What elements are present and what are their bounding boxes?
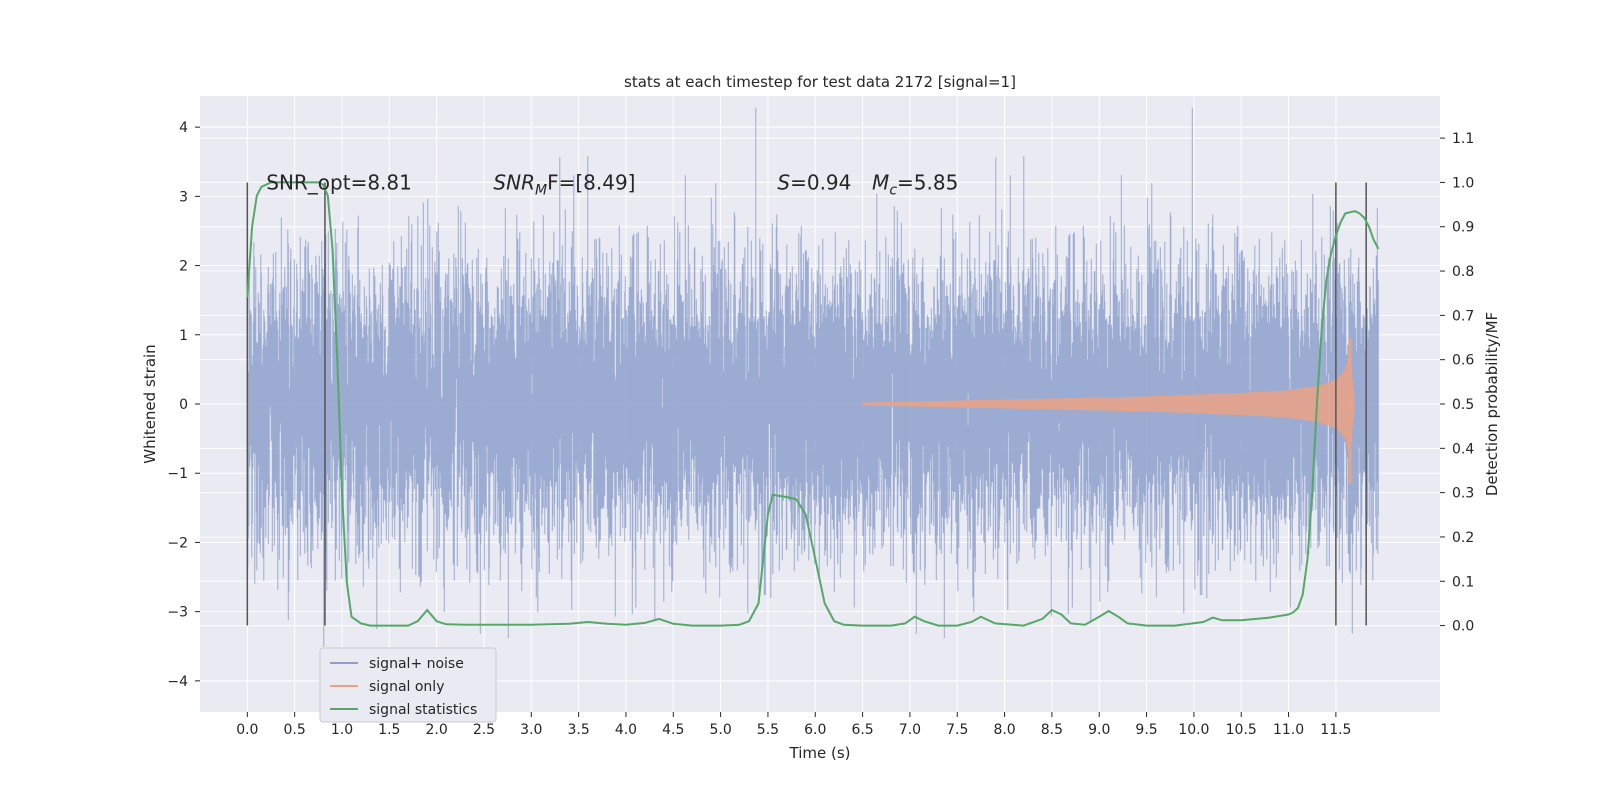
y2-tick-label: 0.7 bbox=[1452, 308, 1474, 324]
x-tick-label: 5.5 bbox=[757, 722, 779, 738]
legend-label-noise: signal+ noise bbox=[369, 656, 464, 672]
vertical-markers bbox=[246, 182, 1367, 626]
legend-label-signal: signal only bbox=[369, 679, 444, 695]
y-ticks: −4 −3 −2 −1 0 1 2 3 4 bbox=[167, 120, 200, 690]
annotations: SNR_opt=8.81 SNRMF=[8.49] S=0.94 Mc=5.85 bbox=[266, 171, 958, 199]
x-tick-label: 7.0 bbox=[899, 722, 921, 738]
y2-tick-label: 0.8 bbox=[1452, 264, 1474, 280]
x-ticks: 0.0 0.5 1.0 1.5 2.0 2.5 3.0 3.5 4.0 4.5 5.0 5.5 6.0 6… bbox=[236, 712, 1351, 738]
y-tick-label: 1 bbox=[179, 328, 188, 344]
y2-tick-label: 0.9 bbox=[1452, 220, 1474, 236]
x-tick-label: 1.5 bbox=[378, 722, 400, 738]
y2-tick-label: 0.5 bbox=[1452, 397, 1474, 413]
y2-ticks: 0.0 0.1 0.2 0.3 0.4 0.5 0.6 0.7 0.8 0.9 1.0 1.1 bbox=[1440, 131, 1474, 635]
x-tick-label: 4.0 bbox=[615, 722, 637, 738]
x-tick-label: 8.5 bbox=[1041, 722, 1063, 738]
stats-line bbox=[246, 181, 1380, 627]
annotation: Mc=5.85 bbox=[872, 171, 958, 199]
x-tick-label: 9.0 bbox=[1088, 722, 1110, 738]
stats-series bbox=[246, 181, 1380, 627]
y2-axis-label: Detection probability/MF bbox=[1483, 312, 1501, 496]
annotation: SNRMF=[8.49] bbox=[493, 171, 635, 199]
y-tick-label: −2 bbox=[167, 535, 188, 551]
y2-tick-label: 1.1 bbox=[1452, 131, 1474, 147]
x-tick-label: 2.5 bbox=[473, 722, 495, 738]
x-tick-label: 8.0 bbox=[993, 722, 1015, 738]
y2-tick-label: 0.3 bbox=[1452, 486, 1474, 502]
x-tick-label: 2.0 bbox=[426, 722, 448, 738]
y2-tick-label: 1.0 bbox=[1452, 175, 1474, 191]
legend-label-stats: signal statistics bbox=[369, 702, 477, 718]
y-tick-label: 3 bbox=[179, 189, 188, 205]
x-tick-label: 3.0 bbox=[520, 722, 542, 738]
x-tick-label: 10.5 bbox=[1226, 722, 1257, 738]
x-tick-label: 1.0 bbox=[331, 722, 353, 738]
y-tick-label: 4 bbox=[179, 120, 188, 136]
annotation: S=0.94 bbox=[777, 171, 851, 195]
legend: signal+ noise signal only signal statist… bbox=[319, 647, 497, 723]
legend-box bbox=[319, 647, 497, 723]
x-tick-label: 11.0 bbox=[1273, 722, 1304, 738]
y2-tick-label: 0.4 bbox=[1452, 441, 1474, 457]
x-tick-label: 6.5 bbox=[851, 722, 873, 738]
y-tick-label: −1 bbox=[167, 466, 188, 482]
x-tick-label: 10.0 bbox=[1178, 722, 1209, 738]
x-tick-label: 5.0 bbox=[709, 722, 731, 738]
annotation: SNR_opt=8.81 bbox=[266, 171, 412, 195]
x-tick-label: 3.5 bbox=[567, 722, 589, 738]
chart-title: stats at each timestep for test data 217… bbox=[624, 73, 1016, 91]
x-tick-label: 0.0 bbox=[236, 722, 258, 738]
signal-series bbox=[862, 338, 1355, 484]
x-axis-label: Time (s) bbox=[789, 744, 851, 762]
y2-tick-label: 0.1 bbox=[1452, 574, 1474, 590]
y2-tick-label: 0.2 bbox=[1452, 530, 1474, 546]
y-tick-label: 0 bbox=[179, 397, 188, 413]
x-tick-label: 7.5 bbox=[946, 722, 968, 738]
x-tick-label: 6.0 bbox=[804, 722, 826, 738]
y-axis-label: Whitened strain bbox=[141, 344, 159, 463]
y-tick-label: 2 bbox=[179, 259, 188, 275]
y2-tick-label: 0.0 bbox=[1452, 619, 1474, 635]
x-tick-label: 11.5 bbox=[1320, 722, 1351, 738]
y2-tick-label: 0.6 bbox=[1452, 353, 1474, 369]
x-tick-label: 4.5 bbox=[662, 722, 684, 738]
x-tick-label: 9.5 bbox=[1135, 722, 1157, 738]
y-tick-label: −3 bbox=[167, 605, 188, 621]
x-tick-label: 0.5 bbox=[284, 722, 306, 738]
y-tick-label: −4 bbox=[167, 674, 188, 690]
